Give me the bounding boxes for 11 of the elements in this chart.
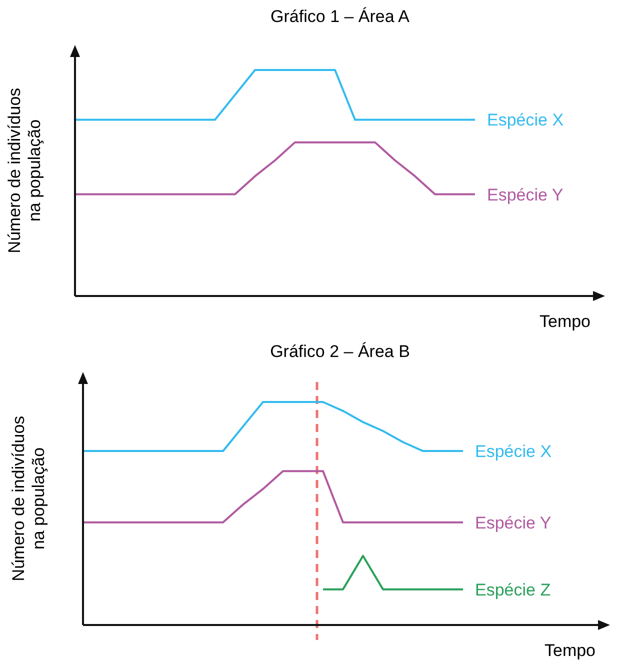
series-label: Espécie Y: [487, 185, 564, 204]
y-axis-title: Número de indivíduos na população: [9, 416, 48, 582]
series-label: Espécie Y: [475, 513, 552, 532]
series-label: Espécie X: [475, 442, 552, 462]
x-axis-title: Tempo: [539, 312, 591, 331]
chart-title: Gráfico 2 – Área B: [270, 342, 410, 361]
y-axis-title: Número de indivíduos na população: [5, 88, 44, 254]
series-label: Espécie X: [487, 110, 564, 130]
series-label: Espécie Z: [475, 580, 551, 600]
chart-title: Gráfico 1 – Área A: [270, 7, 410, 26]
x-axis-title: Tempo: [544, 641, 596, 660]
